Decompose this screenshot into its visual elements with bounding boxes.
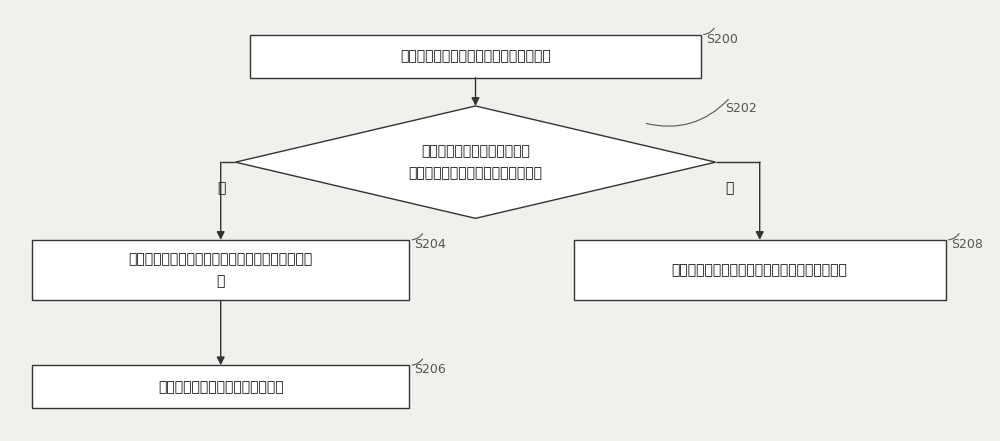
Text: 根据当前页面信息确定将页面定位至设定的定位位: 根据当前页面信息确定将页面定位至设定的定位位 [129, 252, 313, 266]
Text: S200: S200 [706, 33, 738, 45]
Text: 从当前页面中的当前位置开始执行页面返回操作: 从当前页面中的当前位置开始执行页面返回操作 [672, 263, 848, 277]
Text: S202: S202 [725, 102, 757, 115]
FancyBboxPatch shape [32, 240, 409, 300]
Text: 否: 否 [725, 181, 734, 195]
Text: 置: 置 [217, 274, 225, 288]
Text: 根据当前页面信息，判断页面: 根据当前页面信息，判断页面 [421, 144, 530, 158]
FancyBboxPatch shape [250, 35, 701, 78]
Text: 是: 是 [217, 181, 226, 195]
Text: S204: S204 [414, 238, 446, 251]
FancyBboxPatch shape [574, 240, 946, 300]
Polygon shape [235, 106, 716, 218]
Text: 根据接收的触发操作，获取当前页面信息: 根据接收的触发操作，获取当前页面信息 [400, 49, 551, 63]
Text: 的当前位置是否超出设定的定位位置: 的当前位置是否超出设定的定位位置 [409, 166, 542, 180]
Text: S208: S208 [951, 238, 983, 251]
Text: 从定位位置开始执行页面返回操作: 从定位位置开始执行页面返回操作 [158, 380, 284, 394]
FancyBboxPatch shape [32, 365, 409, 408]
Text: S206: S206 [414, 363, 446, 376]
